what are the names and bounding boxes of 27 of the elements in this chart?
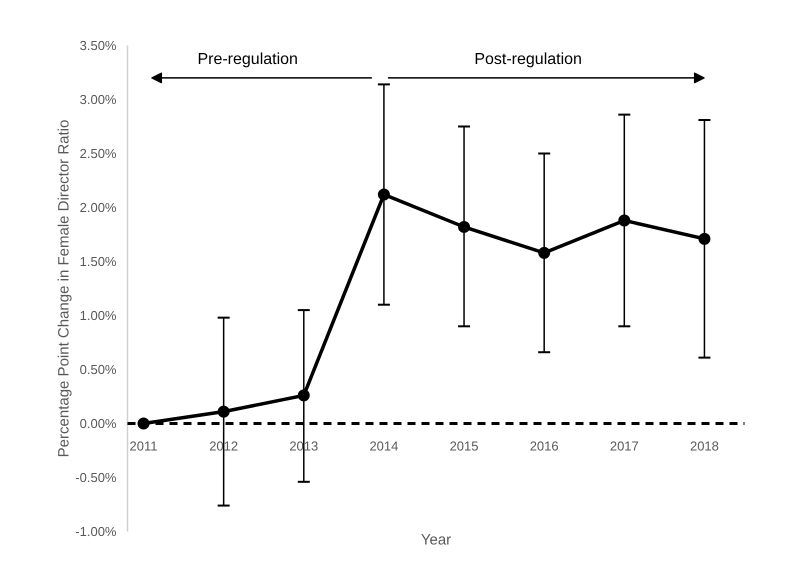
y-axis-title: Percentage Point Change in Female Director Ratio xyxy=(56,120,72,458)
annotation: Pre-regulation xyxy=(197,50,298,68)
point xyxy=(698,232,710,245)
point xyxy=(378,188,390,201)
x-axis-title: Year xyxy=(420,532,452,548)
x-tick-label: 2017 xyxy=(610,438,639,454)
x-tick-label: 2015 xyxy=(450,438,479,454)
y-tick-label: 0.00% xyxy=(80,416,117,431)
point xyxy=(538,246,550,259)
y-tick-label: 2.00% xyxy=(80,200,117,215)
point xyxy=(618,214,630,226)
x-tick-label: 2014 xyxy=(369,438,398,454)
x-tick-label: 2018 xyxy=(690,438,719,454)
x-tick-label: 2016 xyxy=(530,438,559,454)
y-tick-label: -1.00% xyxy=(75,524,117,539)
y-tick-label: -0.50% xyxy=(75,470,117,485)
point xyxy=(218,406,230,418)
point xyxy=(458,220,470,233)
annotation: Post-regulation xyxy=(474,50,582,68)
y-tick-label: 3.50% xyxy=(80,38,117,53)
y-tick-label: 0.50% xyxy=(80,362,117,377)
y-tick-label: 3.00% xyxy=(80,92,117,107)
x-tick-label: 2011 xyxy=(130,438,158,454)
point xyxy=(298,389,310,402)
y-tick-label: 1.00% xyxy=(80,308,117,323)
y-tick-label: 2.50% xyxy=(80,146,117,161)
y-tick-label: 1.50% xyxy=(80,254,117,269)
